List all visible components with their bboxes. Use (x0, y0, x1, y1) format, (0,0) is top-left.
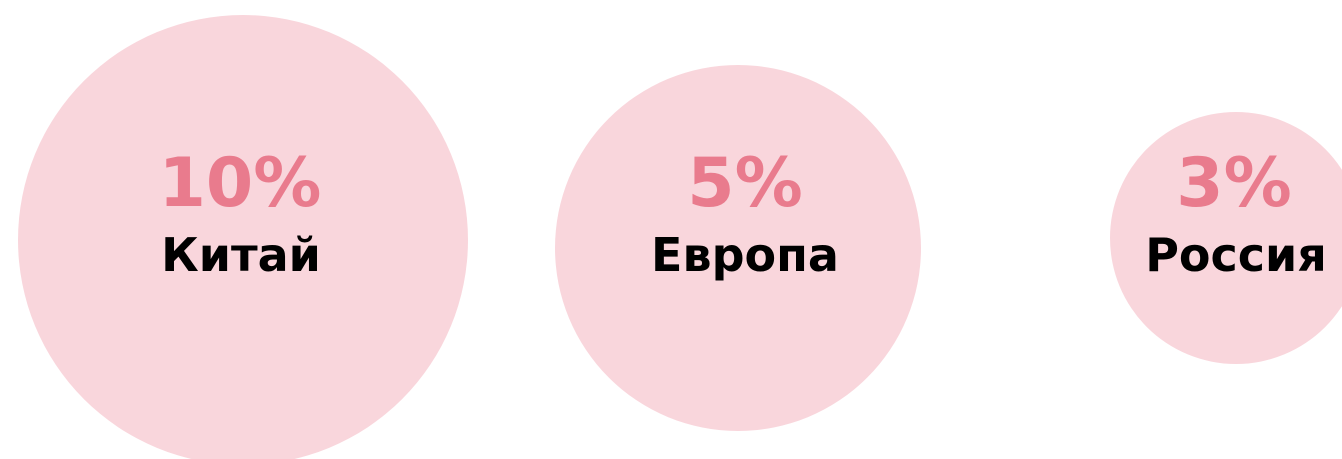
percent: 3% (1176, 144, 1291, 223)
region-label: Россия (1145, 228, 1327, 282)
region-bubble: 10% Китай (18, 15, 468, 459)
bubble (555, 65, 921, 431)
region-bubble: 3% Россия (1110, 112, 1342, 364)
bubble (18, 15, 468, 459)
region-bubble: 5% Европа (555, 65, 921, 431)
region-label: Китай (161, 228, 321, 282)
bubble (1110, 112, 1342, 364)
percent: 10% (159, 144, 322, 223)
region-label: Европа (651, 228, 839, 282)
percent: 5% (687, 144, 802, 223)
